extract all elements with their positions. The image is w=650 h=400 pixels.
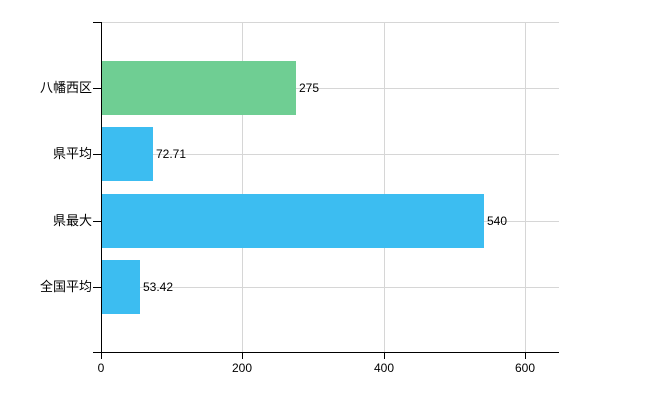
- x-tick-label-200: 200: [231, 361, 253, 375]
- category-gridline: [101, 287, 559, 288]
- vertical-gridline: [383, 22, 385, 353]
- bar-県最大[interactable]: [102, 194, 484, 248]
- x-axis-tick: [525, 353, 526, 359]
- category-gridline: [101, 154, 559, 155]
- category-label-県平均: 県平均: [52, 146, 92, 161]
- y-axis-category-tick: [93, 221, 101, 222]
- bar-value-label: 53.42: [143, 280, 174, 294]
- y-axis-category-tick: [93, 154, 101, 155]
- y-axis-top-tick: [93, 22, 101, 23]
- x-axis-tick: [384, 353, 385, 359]
- plot-area: 275 72.71 540 53.42: [93, 22, 559, 359]
- bar-県平均[interactable]: [102, 127, 153, 181]
- bar-八幡西区[interactable]: [102, 61, 296, 115]
- x-tick-label-0: 0: [97, 361, 105, 375]
- bar-value-label: 275: [299, 81, 320, 95]
- x-axis-tick: [242, 353, 243, 359]
- vertical-gridline: [525, 22, 526, 353]
- y-axis-category-tick: [93, 88, 101, 89]
- x-axis-line: [93, 352, 559, 353]
- y-axis-line: [101, 22, 102, 353]
- category-gridline: [101, 88, 559, 89]
- category-label-県最大: 県最大: [52, 213, 92, 228]
- category-label-全国平均: 全国平均: [39, 279, 92, 294]
- vertical-gridline: [242, 22, 244, 353]
- x-axis-tick: [101, 353, 102, 359]
- x-tick-label-400: 400: [373, 361, 395, 375]
- category-label-八幡西区: 八幡西区: [39, 80, 92, 95]
- x-tick-label-600: 600: [514, 361, 536, 375]
- plot-top-gridline: [101, 22, 559, 23]
- bar-全国平均[interactable]: [102, 260, 140, 314]
- y-axis-category-tick: [93, 287, 101, 288]
- bar-value-label: 540: [487, 214, 508, 228]
- bar-value-label: 72.71: [156, 147, 187, 161]
